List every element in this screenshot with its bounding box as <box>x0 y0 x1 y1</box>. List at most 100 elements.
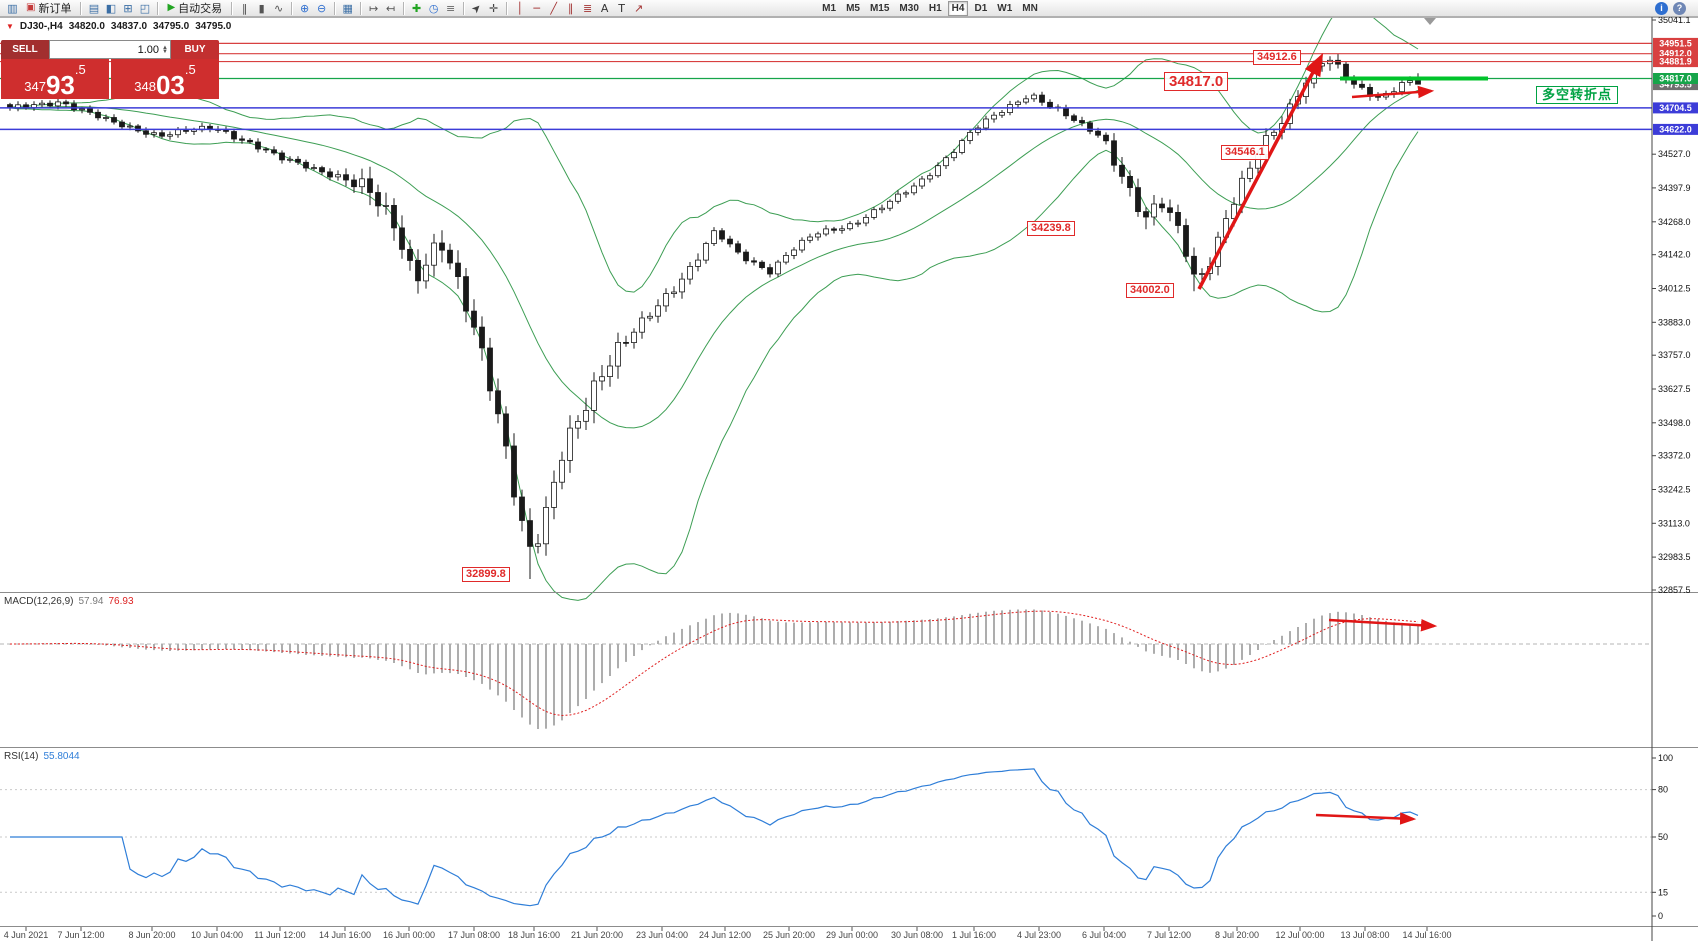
price-direction-arrow[interactable] <box>1351 85 1435 99</box>
svg-text:25 Jun 20:00: 25 Jun 20:00 <box>763 930 815 940</box>
rsi-title: RSI(14) <box>4 751 39 762</box>
new-chart-icon[interactable]: ▥ <box>7 1 18 15</box>
zoom-out-icon[interactable]: ⊖ <box>317 1 327 15</box>
timeframe-h1-button[interactable]: H1 <box>928 2 942 14</box>
svg-text:100: 100 <box>1658 753 1673 763</box>
horizontal-lines[interactable] <box>0 42 1652 131</box>
price-annotation[interactable]: 34817.0 <box>1164 72 1229 91</box>
low-value: 34795.0 <box>153 21 190 32</box>
bar-chart-icon[interactable]: ‖ <box>241 1 248 15</box>
periods-icon[interactable]: ◷ <box>428 1 439 15</box>
svg-text:10 Jun 04:00: 10 Jun 04:00 <box>191 930 243 940</box>
volume-input[interactable]: 1.00 ▲ ▼ <box>49 40 171 59</box>
svg-text:32857.5: 32857.5 <box>1658 585 1691 595</box>
macd-direction-arrow[interactable] <box>1328 618 1438 632</box>
toolbar-separator <box>360 1 362 15</box>
vertical-line-icon[interactable]: │ <box>516 1 523 15</box>
new-order-button[interactable]: ▣ 新订单 <box>21 1 76 16</box>
svg-text:34951.5: 34951.5 <box>1659 38 1692 48</box>
trendline-icon[interactable]: ╱ <box>550 1 557 15</box>
svg-text:80: 80 <box>1658 785 1668 795</box>
auto-trading-button[interactable]: ▶ 自动交易 <box>162 1 227 16</box>
navigator-icon[interactable]: ⊞ <box>123 1 133 15</box>
svg-text:33113.0: 33113.0 <box>1658 518 1690 528</box>
chart-shift-icon[interactable]: ↤ <box>386 1 396 15</box>
svg-text:34012.5: 34012.5 <box>1658 284 1691 294</box>
svg-text:33242.5: 33242.5 <box>1658 485 1691 495</box>
ask-digits-head: 348 <box>134 79 156 94</box>
timeframe-h4-button[interactable]: H4 <box>947 0 969 16</box>
timeframe-w1-button[interactable]: W1 <box>997 2 1013 14</box>
horizontal-line-icon[interactable]: ─ <box>533 1 540 15</box>
spinner-up-icon[interactable]: ▲ <box>162 44 168 51</box>
price-annotation[interactable]: 34002.0 <box>1126 283 1174 298</box>
new-order-icon: ▣ <box>26 2 36 13</box>
indicators-icon[interactable]: ✚ <box>412 1 422 15</box>
price-annotation[interactable]: 32899.8 <box>462 567 510 582</box>
svg-text:24 Jun 12:00: 24 Jun 12:00 <box>699 930 751 940</box>
sell-button[interactable]: SELL <box>1 40 49 59</box>
price-annotation[interactable]: 34546.1 <box>1221 145 1269 160</box>
candlestick-chart-icon[interactable]: ▮ <box>258 1 265 15</box>
macd-main-value: 57.94 <box>78 596 104 607</box>
ask-digits-tail: .5 <box>184 62 196 77</box>
timeframe-m5-button[interactable]: M5 <box>846 2 860 14</box>
svg-text:34527.0: 34527.0 <box>1658 149 1691 159</box>
axis-price-box: 34704.5 <box>1653 102 1698 114</box>
svg-text:30 Jun 08:00: 30 Jun 08:00 <box>891 930 943 940</box>
main-toolbar: ▥ ▣ 新订单 ▤ ◧ ⊞ ◰ ▶ 自动交易 ‖ ▮ ∿ ⊕ ⊖ ▦ ↦ ↤ ✚ ◷ ≡ ➤ ✛ │ ─ ╱ ∥ ≣ A T ↗ M1 M5 M… <box>0 0 1698 17</box>
timeframe-mn-button[interactable]: MN <box>1022 2 1038 14</box>
symbol-period-label: DJ30-,H4 <box>19 21 63 32</box>
line-chart-icon[interactable]: ∿ <box>274 1 284 15</box>
spinner-down-icon[interactable]: ▼ <box>162 48 168 55</box>
turning-point-note[interactable]: 多空转折点 <box>1536 86 1619 104</box>
svg-text:13 Jul 08:00: 13 Jul 08:00 <box>1340 930 1389 940</box>
community-icon[interactable]: i <box>1655 1 1668 15</box>
svg-text:34881.9: 34881.9 <box>1659 57 1692 67</box>
svg-text:18 Jun 16:00: 18 Jun 16:00 <box>508 930 560 940</box>
chart-shift-marker[interactable] <box>1424 18 1436 25</box>
rsi-direction-arrow[interactable] <box>1315 812 1417 825</box>
bid-price[interactable]: 347 93.5 <box>1 59 109 99</box>
toolbar-separator <box>291 1 293 15</box>
auto-scroll-icon[interactable]: ↦ <box>369 1 379 15</box>
new-order-button-label: 新订单 <box>38 3 72 15</box>
timeframe-m1-button[interactable]: M1 <box>822 2 837 14</box>
svg-text:34793.5: 34793.5 <box>1659 80 1692 90</box>
price-annotation[interactable]: 34912.6 <box>1253 50 1301 65</box>
data-window-icon[interactable]: ◧ <box>105 1 117 15</box>
macd-histogram <box>9 609 1419 729</box>
svg-text:14 Jun 16:00: 14 Jun 16:00 <box>319 930 371 940</box>
rally-arrow[interactable] <box>1197 52 1324 290</box>
channel-icon[interactable]: ∥ <box>567 1 574 15</box>
arrow-tool-icon[interactable]: ↗ <box>634 1 644 15</box>
axis-price-box: 34793.5 <box>1653 79 1698 91</box>
label-icon[interactable]: T <box>618 1 626 15</box>
buy-button[interactable]: BUY <box>171 40 219 59</box>
price-annotation[interactable]: 34239.8 <box>1027 221 1075 236</box>
svg-text:29 Jun 00:00: 29 Jun 00:00 <box>826 930 878 940</box>
svg-text:34397.9: 34397.9 <box>1658 183 1691 193</box>
auto-trading-icon: ▶ <box>167 2 176 13</box>
ask-price[interactable]: 348 03.5 <box>111 59 219 99</box>
svg-text:35041.1: 35041.1 <box>1658 15 1691 25</box>
zoom-in-icon[interactable]: ⊕ <box>300 1 310 15</box>
timeframe-m30-button[interactable]: M30 <box>899 2 919 14</box>
volume-spinner[interactable]: ▲ ▼ <box>162 44 168 55</box>
crosshair-icon[interactable]: ✛ <box>489 1 499 15</box>
fibonacci-icon[interactable]: ≣ <box>583 1 593 15</box>
svg-text:33627.5: 33627.5 <box>1658 384 1691 394</box>
templates-icon[interactable]: ≡ <box>446 1 456 15</box>
close-value: 34795.0 <box>195 21 232 32</box>
timeframe-m15-button[interactable]: M15 <box>869 2 890 14</box>
svg-text:17 Jun 08:00: 17 Jun 08:00 <box>448 930 500 940</box>
market-watch-icon[interactable]: ▤ <box>88 1 100 15</box>
timeframe-d1-button[interactable]: D1 <box>974 2 988 14</box>
help-icon[interactable]: ? <box>1673 1 1686 15</box>
text-icon[interactable]: A <box>600 1 609 15</box>
tile-windows-icon[interactable]: ▦ <box>342 1 353 15</box>
svg-text:34142.0: 34142.0 <box>1658 250 1691 260</box>
svg-text:14 Jul 16:00: 14 Jul 16:00 <box>1402 930 1451 940</box>
svg-text:50: 50 <box>1658 832 1668 842</box>
terminal-icon[interactable]: ◰ <box>139 1 151 15</box>
